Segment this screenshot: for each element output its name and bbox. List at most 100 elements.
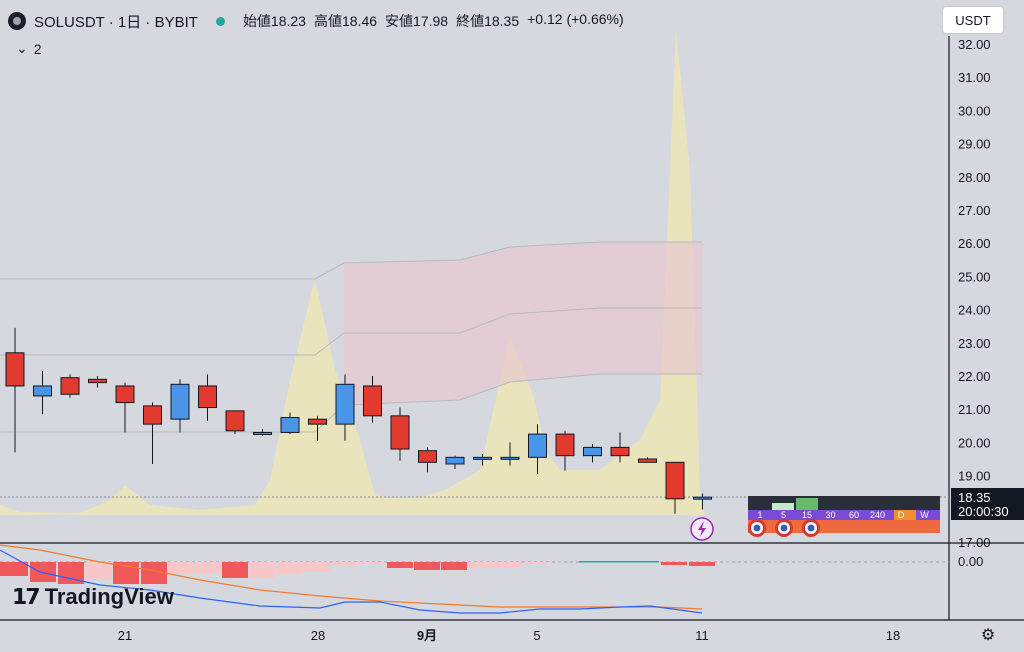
band-upper (0, 241, 702, 280)
candle-body (33, 385, 52, 397)
candle[interactable] (5, 327, 25, 453)
candle-body (638, 458, 657, 463)
price-label: 28.00 (958, 170, 991, 185)
candle[interactable] (555, 430, 575, 471)
price-axis[interactable]: 32.00 31.00 30.00 29.00 28.00 27.00 26.00 25.00… (958, 37, 991, 550)
candle-body (335, 383, 355, 425)
time-label: 28 (311, 628, 325, 643)
candle[interactable] (198, 374, 217, 421)
timeframe-label[interactable]: 1 (757, 510, 762, 520)
indicator-collapse-button[interactable]: ⌄ 2 (16, 40, 42, 57)
candle-body (115, 385, 135, 404)
candle[interactable] (418, 447, 437, 473)
countdown-label: 20:00:30 (958, 504, 1009, 519)
high-value: 高値18.46 (313, 13, 378, 29)
candle[interactable] (60, 374, 80, 398)
candle[interactable] (225, 410, 245, 435)
candle[interactable] (445, 455, 465, 469)
candle-body (363, 385, 382, 417)
candle[interactable] (253, 429, 272, 436)
candle[interactable] (528, 424, 547, 474)
candle[interactable] (308, 415, 327, 441)
symbol-title[interactable]: SOLUSDT · 1日 · BYBIT (34, 13, 198, 31)
candle[interactable] (693, 493, 712, 510)
band-lower (0, 373, 702, 433)
low-value: 安値17.98 (385, 13, 449, 29)
tradingview-logo[interactable]: 𝟭𝟳 TradingView (12, 584, 174, 610)
timeframe-label[interactable]: 15 (802, 510, 812, 520)
candle[interactable] (638, 457, 657, 463)
timeframe-label[interactable]: 60 (849, 510, 859, 520)
chevron-down-icon: ⌄ (16, 40, 28, 56)
candle[interactable] (170, 379, 190, 433)
timeframe-label[interactable]: 240 (870, 510, 885, 520)
candle-body (418, 450, 437, 463)
candle[interactable] (500, 442, 520, 466)
open-value: 始値18.23 (242, 13, 306, 29)
candle[interactable] (665, 461, 685, 514)
price-label: 23.00 (958, 336, 991, 351)
currency-selector[interactable]: USDT (942, 6, 1004, 34)
candle-body (445, 456, 465, 465)
timeframe-label[interactable]: 30 (825, 510, 835, 520)
timeframe-label[interactable]: 5 (781, 510, 786, 520)
histogram (0, 561, 715, 584)
candle-body (555, 433, 575, 457)
price-label: 21.00 (958, 402, 991, 417)
candle-body (170, 383, 190, 420)
band-mid (0, 307, 702, 356)
candle-body (253, 431, 272, 435)
timeframe-label[interactable]: D (898, 510, 905, 520)
last-price-tag (951, 488, 1024, 520)
price-label: 24.00 (958, 303, 991, 318)
price-label: 29.00 (958, 137, 991, 152)
candle[interactable] (280, 412, 300, 435)
tv-logo-icon: 𝟭𝟳 (12, 584, 41, 609)
time-axis[interactable]: 21 28 9月 5 11 18 (118, 628, 900, 643)
lightning-icon[interactable] (690, 517, 714, 541)
candle-body (528, 433, 547, 458)
candle-body (308, 418, 327, 425)
time-label: 5 (533, 628, 540, 643)
gear-icon[interactable]: ⚙ (980, 627, 996, 644)
candle-body (500, 456, 520, 460)
timeframe-panel[interactable]: 1 5 15 30 60 240 D W (748, 496, 940, 537)
range-zone (344, 242, 702, 405)
candle[interactable] (363, 376, 382, 423)
candle-body (60, 377, 80, 395)
candle-body (198, 385, 217, 409)
candle[interactable] (143, 402, 162, 464)
time-label: 21 (118, 628, 132, 643)
indicator-zero-label: 0.00 (958, 554, 983, 569)
candle[interactable] (390, 407, 410, 461)
candle[interactable] (610, 432, 630, 463)
candle[interactable] (33, 371, 52, 415)
last-price-label: 18.35 (958, 490, 991, 505)
candle[interactable] (88, 376, 107, 388)
candle-body (610, 446, 630, 457)
timeframe-label[interactable]: W (920, 510, 929, 520)
price-label: 26.00 (958, 236, 991, 251)
candle-body (5, 352, 25, 387)
price-label: 30.00 (958, 103, 991, 118)
candle[interactable] (583, 444, 602, 463)
candle-body (280, 417, 300, 433)
candle[interactable] (335, 374, 355, 441)
price-label: 32.00 (958, 37, 991, 52)
candle-body (583, 446, 602, 457)
price-label: 20.00 (958, 435, 991, 450)
candle-body (143, 405, 162, 425)
chart-header: SOLUSDT · 1日 · BYBIT 始値18.23 高値18.46 安値1… (8, 8, 624, 34)
price-label: 31.00 (958, 70, 991, 85)
candle-body (390, 415, 410, 450)
price-label: 25.00 (958, 269, 991, 284)
candle-body (88, 378, 107, 384)
time-label: 11 (695, 628, 709, 643)
candle[interactable] (473, 454, 492, 466)
candle-body (225, 410, 245, 432)
candle[interactable] (115, 382, 135, 433)
price-label: 17.00 (958, 535, 991, 550)
candles[interactable] (5, 327, 712, 514)
